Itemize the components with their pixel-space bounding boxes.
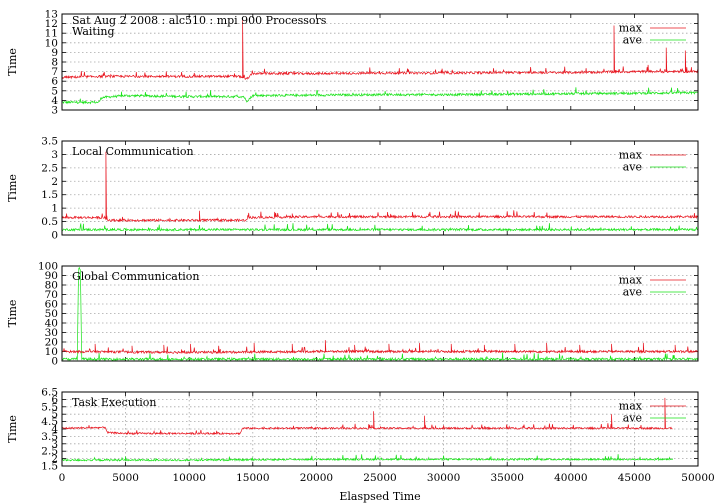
panel-title: Waiting	[72, 25, 115, 38]
legend-label-max: max	[619, 149, 643, 162]
ytick-label: 6.5	[41, 387, 58, 399]
legend-label-ave: ave	[623, 34, 642, 47]
xtick-label: 0	[59, 472, 66, 484]
ytick-label: 5	[51, 409, 58, 421]
x-axis-label: Elaspsed Time	[339, 490, 420, 503]
xtick-label: 35000	[490, 472, 523, 484]
chart-panel-2: 0 0.51 1.52 2.533.5 Local Communication Time m…	[6, 136, 699, 242]
ytick-label: 3	[51, 438, 58, 450]
xtick-label: 25000	[363, 472, 396, 484]
ytick-label: 1	[51, 203, 58, 215]
ytick-label: 8	[51, 57, 58, 69]
plot-frame	[61, 265, 699, 362]
ytick-label: 70	[45, 289, 58, 301]
legend-label-ave: ave	[623, 286, 642, 299]
y-axis-label: Time	[6, 174, 19, 202]
ytick-label: 10	[45, 346, 58, 358]
panel-title: Local Communication	[72, 145, 194, 158]
ytick-label: 4	[51, 95, 58, 107]
ytick-label: 100	[38, 261, 58, 273]
ytick-label: 3.5	[41, 431, 58, 443]
series-line-ave	[62, 87, 699, 105]
ytick-label: 0	[51, 356, 58, 368]
ytick-label: 1.5	[41, 189, 58, 201]
series-line-ave	[62, 266, 699, 362]
legend-label-max: max	[619, 274, 643, 287]
y-axis-label: Time	[6, 48, 19, 76]
ytick-label: 6	[51, 76, 58, 88]
xtick-label: 40000	[554, 472, 587, 484]
ytick-label: 0	[51, 230, 58, 242]
xtick-label: 20000	[300, 472, 333, 484]
ytick-label: 3	[51, 149, 58, 161]
ytick-label: 20	[45, 337, 58, 349]
ytick-label: 90	[45, 270, 58, 282]
ytick-label: 6	[51, 394, 58, 406]
ytick-label: 40	[45, 318, 58, 330]
ytick-label: 4	[51, 424, 58, 436]
legend-label-max: max	[619, 400, 643, 413]
legend-label-ave: ave	[623, 161, 642, 174]
figure-title: Sat Aug 2 2008 : alc510 : mpi 900 Proces…	[72, 14, 327, 27]
plot-frame	[61, 13, 699, 111]
ytick-label: 1.5	[41, 461, 58, 473]
series-line-max	[61, 19, 699, 80]
series-line-max	[61, 151, 699, 223]
panel-title: Global Communication	[72, 270, 200, 283]
series-line-ave	[61, 454, 673, 462]
ytick-label: 5	[51, 85, 58, 97]
ytick-label: 80	[45, 280, 58, 292]
chart-panel-4: 1.522.533.544.555.566.5 Task Execution Tim…	[6, 387, 699, 473]
ytick-label: 5.5	[41, 401, 58, 413]
y-axis-label: Time	[6, 415, 19, 443]
ytick-label: 10	[45, 37, 58, 49]
ytick-label: 12	[45, 18, 58, 30]
ytick-label: 4.5	[41, 416, 58, 428]
xtick-label: 30000	[427, 472, 460, 484]
ytick-label: 13	[45, 9, 58, 21]
series-line-max	[61, 397, 673, 436]
xtick-label: 5000	[112, 472, 139, 484]
ytick-label: 2	[51, 453, 58, 465]
ytick-label: 0.5	[41, 216, 58, 228]
xtick-label: 10000	[172, 472, 205, 484]
series-line-max	[61, 340, 699, 355]
xtick-label: 50000	[681, 472, 714, 484]
ytick-label: 3.5	[41, 136, 58, 148]
y-axis-label: Time	[6, 300, 19, 328]
ytick-label: 9	[51, 47, 58, 59]
ytick-label: 60	[45, 299, 58, 311]
xtick-label: 15000	[236, 472, 269, 484]
ytick-label: 50	[45, 308, 58, 320]
ytick-label: 7	[51, 66, 58, 78]
xtick-label: 45000	[618, 472, 651, 484]
ytick-label: 2	[51, 176, 58, 188]
plot-frame	[61, 140, 699, 236]
ytick-label: 11	[45, 28, 58, 40]
panel-title: Task Execution	[72, 396, 156, 409]
legend-label-ave: ave	[623, 412, 642, 425]
ytick-label: 2.5	[41, 446, 58, 458]
plot-frame	[61, 391, 699, 467]
ytick-label: 30	[45, 327, 58, 339]
ytick-label: 3	[51, 105, 58, 117]
ytick-label: 2.5	[41, 162, 58, 174]
legend-label-max: max	[619, 22, 643, 35]
series-line-ave	[61, 223, 699, 233]
